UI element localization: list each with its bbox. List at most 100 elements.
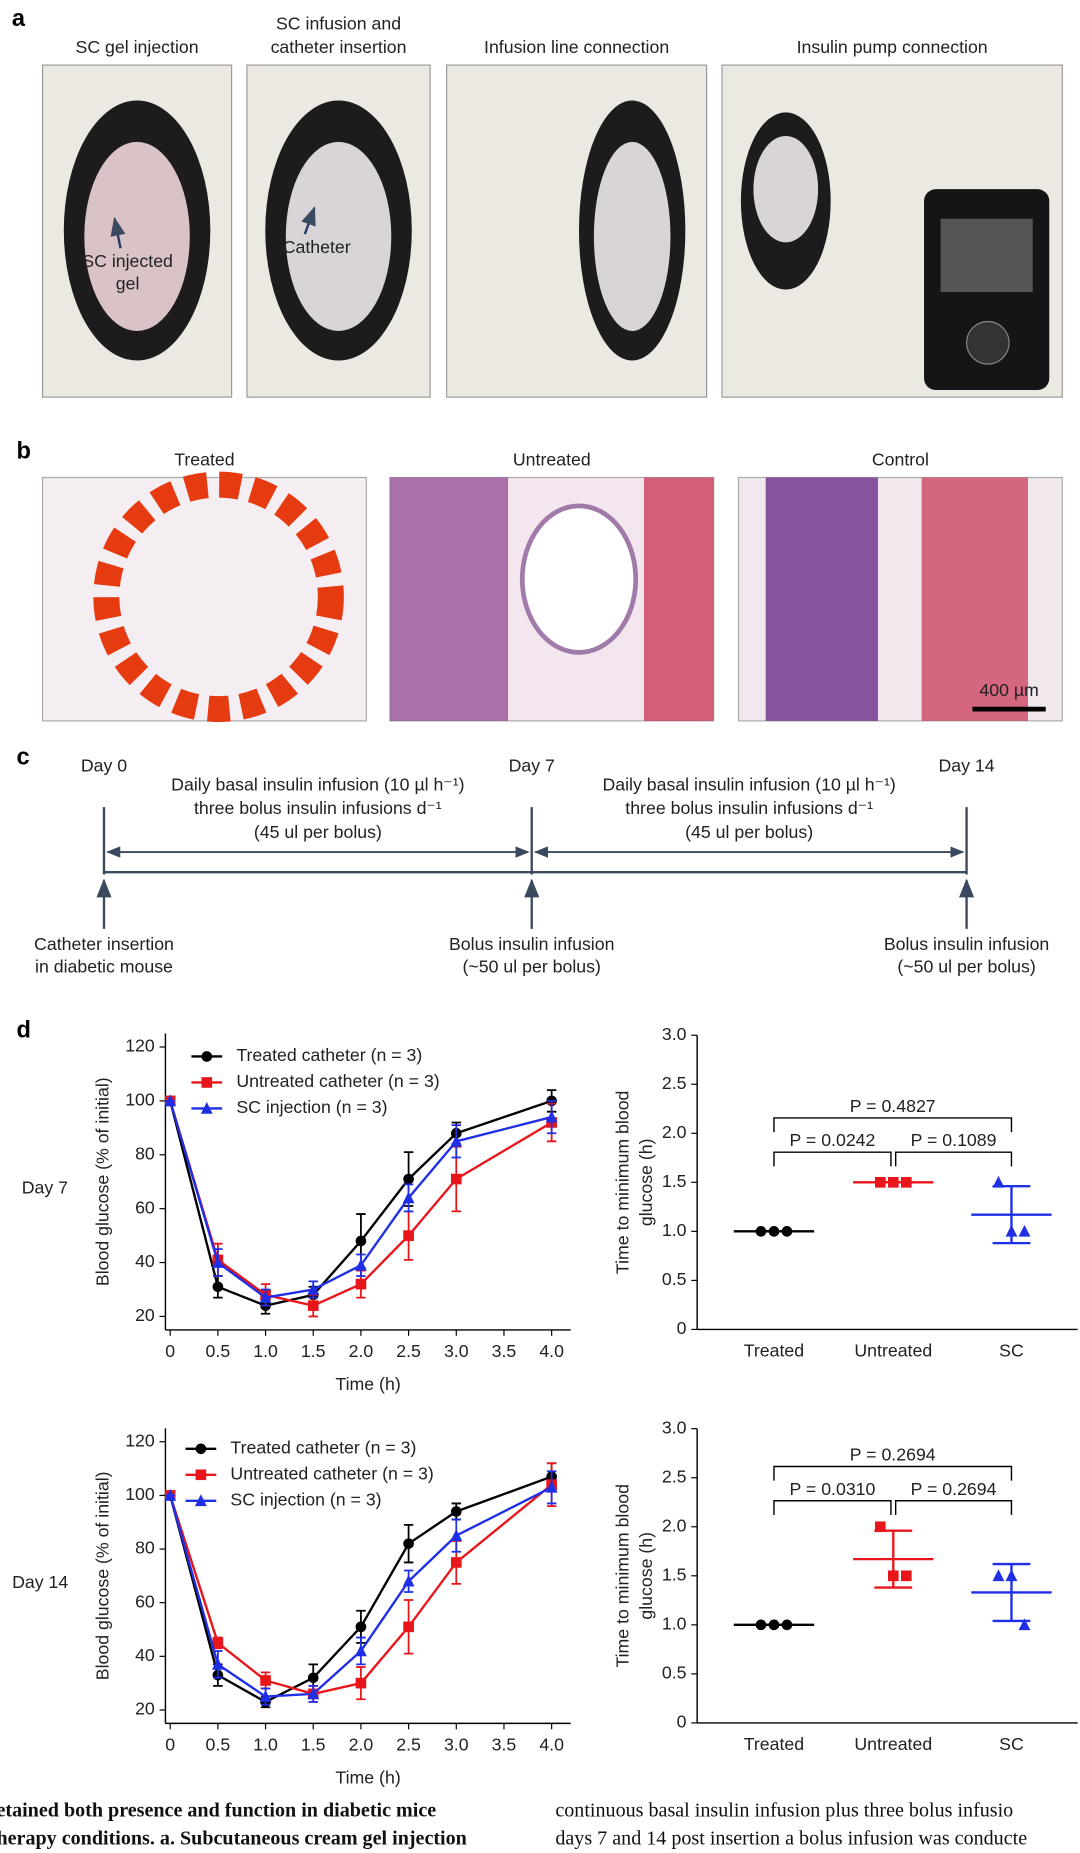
legend-label: Treated catheter (n = 3): [236, 1045, 422, 1065]
panel-label: d: [17, 1018, 31, 1044]
photo-title: Infusion line connection: [484, 37, 669, 57]
x-tick-label: 4.0: [539, 1341, 564, 1361]
y-tick-label: 60: [135, 1197, 155, 1217]
marker: [874, 1521, 886, 1533]
event-label: Catheter insertion: [34, 934, 174, 954]
photo: [246, 64, 431, 398]
y-axis-label: Time to minimum blood: [613, 1484, 633, 1667]
y-tick-label: 100: [125, 1484, 155, 1504]
marker: [355, 1677, 367, 1689]
y-tick-label: 20: [135, 1305, 155, 1325]
x-tick-label: 1.5: [301, 1735, 326, 1755]
lumen: [519, 503, 639, 655]
y-tick-label: 40: [135, 1645, 155, 1665]
y-tick-label: 80: [135, 1143, 155, 1163]
y-tick-label: 1.5: [662, 1171, 687, 1191]
marker: [403, 1173, 414, 1185]
marker: [900, 1570, 912, 1582]
event-label: Bolus insulin infusion: [449, 934, 614, 954]
photo: [41, 64, 233, 398]
marker: [259, 1291, 272, 1303]
line: [169, 1099, 553, 1307]
y-tick-label: 120: [125, 1430, 155, 1450]
marker: [164, 1488, 177, 1501]
caption-text: continuous basal insulin infusion plus t…: [555, 1799, 1013, 1821]
x-tick-label: Treated: [744, 1734, 804, 1754]
event-label: Bolus insulin infusion: [884, 934, 1049, 954]
p-value: P = 0.1089: [911, 1130, 997, 1150]
y-tick-label: 0.5: [662, 1269, 687, 1289]
row-label: Day 7: [22, 1178, 68, 1198]
day-label: Day 7: [509, 756, 555, 776]
x-tick-label: 2.0: [349, 1341, 374, 1361]
x-tick-label: Treated: [744, 1341, 804, 1361]
chart: [159, 1033, 571, 1336]
y-tick-label: 1.5: [662, 1564, 687, 1584]
marker: [403, 1621, 414, 1633]
photo: [721, 64, 1063, 398]
legend-label: SC injection (n = 3): [236, 1097, 387, 1117]
x-tick-label: 1.5: [301, 1341, 326, 1361]
x-tick-label: 0.5: [206, 1735, 231, 1755]
y-tick-label: 120: [125, 1036, 155, 1056]
mouse-belly: [84, 141, 190, 331]
marker: [403, 1538, 414, 1549]
marker: [1018, 1618, 1031, 1631]
y-axis-label: Time to minimum blood: [613, 1091, 633, 1274]
phase-label: (45 ul per bolus): [254, 822, 382, 842]
marker: [450, 1529, 463, 1541]
x-tick-label: 1.0: [253, 1341, 278, 1361]
comparison-bracket: [773, 1117, 1013, 1133]
p-value: P = 0.2694: [850, 1445, 936, 1465]
event-label: (~50 ul per bolus): [897, 957, 1035, 977]
comparison-bracket: [894, 1500, 1013, 1515]
p-value: P = 0.4827: [850, 1096, 936, 1116]
comparison-bracket: [894, 1151, 1013, 1167]
phase-label: (45 ul per bolus): [685, 822, 813, 842]
legend-label: Untreated catheter (n = 3): [236, 1071, 439, 1091]
legend-marker: [195, 1443, 207, 1455]
annotation-arrow: [301, 206, 316, 235]
x-tick-label: 3.0: [444, 1341, 469, 1361]
marker: [211, 1657, 224, 1670]
marker: [450, 1134, 463, 1147]
caption-text: etained both presence and function in di…: [0, 1799, 436, 1821]
pump-button: [965, 320, 1010, 365]
x-tick-label: SC: [999, 1734, 1024, 1754]
p-value: P = 0.2694: [911, 1479, 997, 1499]
x-tick-label: 2.5: [396, 1735, 421, 1755]
y-axis-label: glucose (h): [636, 1532, 656, 1620]
marker: [450, 1173, 462, 1185]
marker: [355, 1278, 367, 1290]
chart: [691, 1034, 1078, 1331]
image-title: Control: [872, 450, 929, 470]
event-label: in diabetic mouse: [35, 957, 173, 977]
line: [169, 1100, 553, 1307]
photo-title: catheter insertion: [271, 37, 407, 57]
y-axis-label: Blood glucose (% of initial): [93, 1471, 113, 1680]
x-tick-label: 0: [165, 1735, 175, 1755]
marker: [1018, 1224, 1031, 1237]
photo-title: Insulin pump connection: [797, 37, 988, 57]
marker: [211, 1256, 224, 1268]
y-tick-label: 2.0: [662, 1515, 687, 1535]
p-value: P = 0.0242: [790, 1130, 876, 1150]
x-tick-label: Untreated: [854, 1734, 932, 1754]
photo-annotation: Catheter: [283, 237, 351, 257]
x-axis-label: Time (h): [335, 1374, 400, 1394]
image-title: Treated: [174, 450, 234, 470]
tissue-ring: [93, 471, 344, 723]
x-tick-label: 2.5: [396, 1341, 421, 1361]
tissue: [389, 477, 509, 721]
legend-marker: [195, 1469, 207, 1481]
event-label: (~50 ul per bolus): [463, 957, 601, 977]
marker: [307, 1672, 319, 1684]
caption-text: days 7 and 14 post insertion a bolus inf…: [555, 1828, 1027, 1850]
x-tick-label: 2.0: [349, 1735, 374, 1755]
histology-image: [737, 476, 1063, 722]
x-tick-label: SC: [999, 1341, 1024, 1361]
line: [169, 1475, 553, 1704]
panel-label: c: [17, 745, 30, 771]
y-tick-label: 2.0: [662, 1122, 687, 1142]
